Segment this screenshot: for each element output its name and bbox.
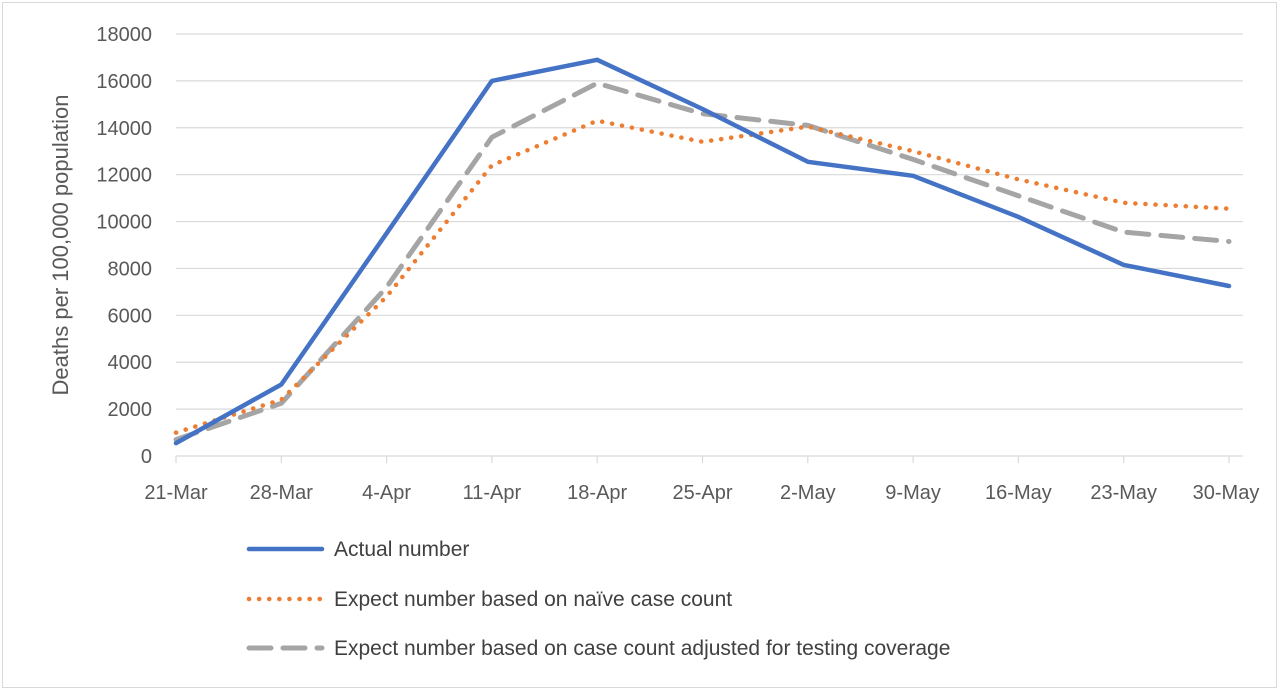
y-tick-label: 12000	[96, 165, 152, 187]
y-axis-label: Deaths per 100,000 population	[48, 95, 73, 396]
legend-label-2: Expect number based on naïve case count	[334, 588, 732, 611]
x-tick-label: 16-May	[985, 482, 1052, 504]
legend-label-3: Expect number based on case count adjust…	[334, 637, 950, 660]
x-tick-label: 30-May	[1193, 482, 1260, 504]
y-tick-label: 0	[141, 446, 152, 468]
legend: Actual number Expect number based on naïv…	[246, 538, 950, 660]
legend-label-1: Actual number	[334, 538, 469, 561]
x-axis-ticks: 21-Mar 28-Mar 4-Apr 11-Apr 18-Apr 25-Apr 2-May…	[144, 456, 1259, 504]
series-line-3	[173, 80, 1232, 443]
y-tick-label: 14000	[96, 118, 152, 140]
y-axis-ticks: 0 2000 4000 6000 8000 10000 12000 14000 16000 180…	[96, 24, 152, 468]
gridlines	[176, 33, 1243, 457]
series-lines	[173, 57, 1232, 446]
y-tick-label: 2000	[108, 399, 153, 421]
x-tick-label: 4-Apr	[362, 482, 411, 504]
x-tick-label: 2-May	[780, 482, 836, 504]
x-tick-label: 25-Apr	[672, 482, 732, 504]
series-line-2	[173, 118, 1232, 435]
y-tick-label: 6000	[108, 305, 153, 327]
y-tick-label: 18000	[96, 24, 152, 46]
x-tick-label: 21-Mar	[144, 482, 208, 504]
y-tick-label: 10000	[96, 212, 152, 234]
y-tick-label: 16000	[96, 71, 152, 93]
x-tick-label: 11-Apr	[463, 482, 522, 504]
y-tick-label: 8000	[108, 258, 153, 280]
x-tick-label: 18-Apr	[567, 482, 627, 504]
series-line-1	[173, 57, 1232, 446]
x-tick-label: 9-May	[885, 482, 941, 504]
y-tick-label: 4000	[108, 352, 153, 374]
x-tick-label: 28-Mar	[250, 482, 314, 504]
x-tick-label: 23-May	[1090, 482, 1157, 504]
